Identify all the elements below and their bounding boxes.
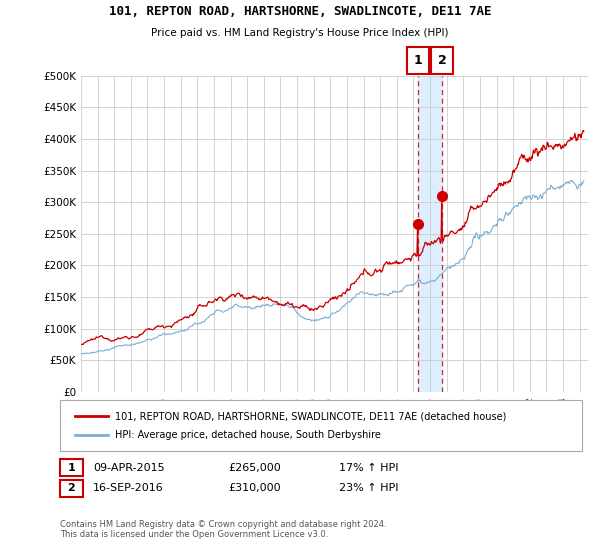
Text: 17% ↑ HPI: 17% ↑ HPI <box>339 463 398 473</box>
Text: Contains HM Land Registry data © Crown copyright and database right 2024.
This d: Contains HM Land Registry data © Crown c… <box>60 520 386 539</box>
Text: 16-SEP-2016: 16-SEP-2016 <box>93 483 164 493</box>
Bar <box>418 76 442 392</box>
Text: 101, REPTON ROAD, HARTSHORNE, SWADLINCOTE, DE11 7AE (detached house): 101, REPTON ROAD, HARTSHORNE, SWADLINCOT… <box>115 411 506 421</box>
Text: 1: 1 <box>413 54 422 67</box>
Text: 23% ↑ HPI: 23% ↑ HPI <box>339 483 398 493</box>
Text: 2: 2 <box>437 54 446 67</box>
Text: Price paid vs. HM Land Registry's House Price Index (HPI): Price paid vs. HM Land Registry's House … <box>151 27 449 38</box>
Text: 09-APR-2015: 09-APR-2015 <box>93 463 164 473</box>
Text: HPI: Average price, detached house, South Derbyshire: HPI: Average price, detached house, Sout… <box>115 430 381 440</box>
Text: 2: 2 <box>68 483 75 493</box>
Text: £265,000: £265,000 <box>228 463 281 473</box>
Text: £310,000: £310,000 <box>228 483 281 493</box>
Text: 1: 1 <box>68 463 75 473</box>
Text: 101, REPTON ROAD, HARTSHORNE, SWADLINCOTE, DE11 7AE: 101, REPTON ROAD, HARTSHORNE, SWADLINCOT… <box>109 5 491 18</box>
